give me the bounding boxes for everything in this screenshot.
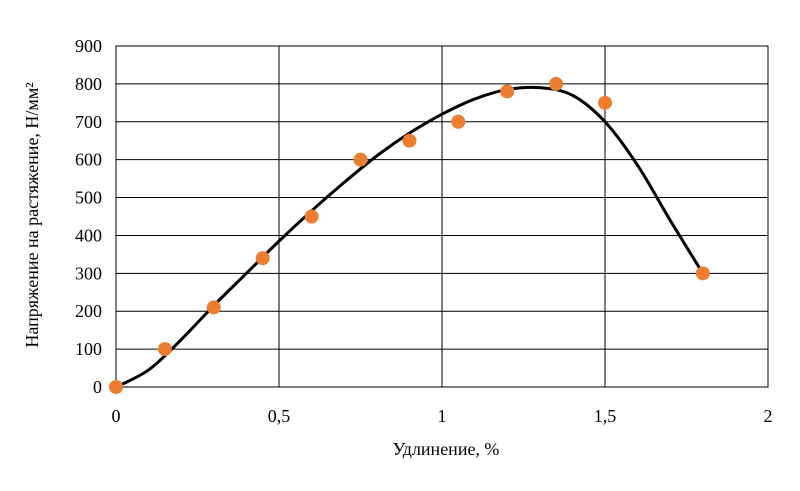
y-axis-title: Напряжение на растяжение, Н/мм²	[22, 82, 42, 347]
data-point	[255, 251, 270, 266]
y-tick-label: 200	[75, 301, 102, 321]
x-tick-label: 1,5	[594, 406, 617, 426]
y-tick-label: 600	[75, 150, 102, 170]
data-point	[695, 266, 710, 281]
x-axis-title: Удлинение, %	[393, 439, 500, 459]
trend-curve	[114, 85, 705, 389]
grid-layer	[115, 45, 769, 388]
data-point	[206, 300, 221, 315]
x-tick-label: 1	[438, 406, 447, 426]
x-tick-label: 0,5	[268, 406, 291, 426]
data-point	[451, 114, 466, 129]
data-point	[157, 342, 172, 357]
x-tick-label: 2	[764, 406, 773, 426]
data-point	[500, 84, 515, 99]
tick-labels-layer: 0 100 200 300 400 500 600 700 800 900 0 0,5 1 1,5 2	[75, 36, 773, 426]
y-tick-label: 700	[75, 112, 102, 132]
y-tick-label: 800	[75, 74, 102, 94]
trend-curve-layer	[114, 85, 705, 389]
y-tick-label: 900	[75, 36, 102, 56]
y-tick-label: 100	[75, 339, 102, 359]
y-tick-label: 300	[75, 263, 102, 283]
y-tick-label: 400	[75, 225, 102, 245]
data-point	[353, 152, 368, 167]
x-tick-label: 0	[112, 406, 121, 426]
plot-frame	[115, 45, 769, 388]
y-tick-label: 0	[93, 377, 102, 397]
data-point	[304, 209, 319, 224]
data-points-layer	[109, 76, 710, 394]
data-point	[549, 76, 564, 91]
data-point	[109, 380, 123, 394]
y-tick-label: 500	[75, 188, 102, 208]
data-point	[598, 95, 612, 110]
data-point	[402, 133, 417, 148]
